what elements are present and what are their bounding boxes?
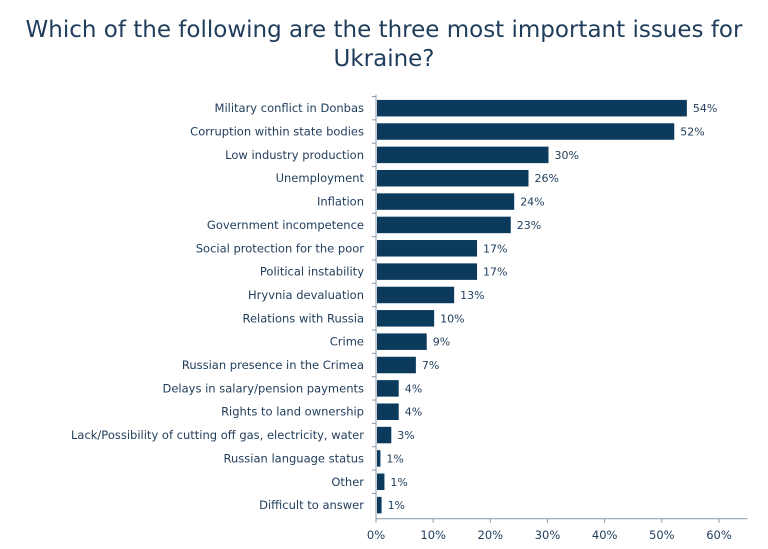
data-label: 4%: [405, 406, 422, 419]
data-label: 17%: [483, 242, 507, 255]
bar: [377, 426, 392, 444]
data-label: 4%: [405, 382, 422, 395]
bar: [377, 216, 511, 234]
bar: [377, 99, 687, 117]
data-label: 7%: [422, 359, 439, 372]
data-label: 1%: [386, 452, 403, 465]
category-label: Social protection for the poor: [196, 241, 365, 255]
category-label: Difficult to answer: [259, 498, 364, 512]
x-tick-label: 30%: [535, 528, 561, 542]
category-label: Relations with Russia: [242, 311, 364, 325]
x-tick-label: 40%: [592, 528, 618, 542]
x-tick-label: 60%: [706, 528, 732, 542]
data-label: 24%: [520, 196, 544, 209]
x-tick-label: 0%: [367, 528, 385, 542]
category-label: Military conflict in Donbas: [215, 101, 364, 115]
bar: [377, 193, 515, 210]
category-label: Unemployment: [276, 171, 365, 185]
bar: [377, 450, 381, 467]
data-label: 13%: [460, 289, 484, 302]
category-label: Russian presence in the Crimea: [182, 358, 364, 372]
category-label: Russian language status: [224, 451, 364, 465]
data-label: 10%: [440, 312, 464, 325]
bar: [377, 286, 455, 304]
x-tick-label: 50%: [649, 528, 675, 542]
data-label: 23%: [517, 219, 541, 232]
category-label: Hryvnia devaluation: [248, 288, 364, 302]
bar: [377, 356, 416, 374]
x-tick-label: 20%: [478, 528, 504, 542]
bar: [377, 403, 399, 420]
category-label: Delays in salary/pension payments: [162, 381, 364, 395]
category-label: Lack/Possibility of cutting off gas, ele…: [71, 428, 364, 442]
data-label: 9%: [433, 336, 450, 349]
chart-title: Which of the following are the three mos…: [25, 17, 743, 72]
bar: [377, 146, 549, 164]
category-label: Other: [331, 475, 364, 489]
category-label: Crime: [330, 335, 364, 349]
category-label: Corruption within state bodies: [190, 125, 364, 139]
bar: [377, 310, 435, 327]
data-label: 54%: [693, 102, 717, 115]
bar: [377, 380, 399, 397]
bar: [377, 496, 382, 514]
category-label: Government incompetence: [207, 218, 364, 232]
bar: [377, 123, 675, 140]
category-label: Political instability: [260, 265, 364, 279]
bar: [377, 333, 427, 350]
category-label: Rights to land ownership: [221, 405, 364, 419]
data-label: 1%: [388, 499, 405, 512]
data-label: 52%: [680, 126, 704, 139]
data-label: 1%: [390, 476, 407, 489]
data-label: 30%: [555, 149, 579, 162]
x-tick-label: 10%: [420, 528, 446, 542]
bar: [377, 240, 478, 257]
data-label: 26%: [534, 172, 558, 185]
category-label: Low industry production: [225, 148, 364, 162]
data-label: 3%: [397, 429, 414, 442]
data-label: 17%: [483, 266, 507, 279]
category-label: Inflation: [317, 195, 364, 209]
bar: [377, 473, 385, 491]
bar: [377, 263, 478, 280]
bar: [377, 169, 529, 187]
